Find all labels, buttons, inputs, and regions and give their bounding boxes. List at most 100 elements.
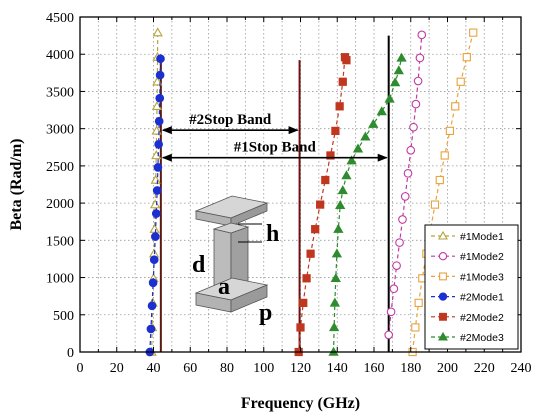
y-tick-label: 1000 — [46, 272, 74, 287]
x-tick-label: 60 — [183, 361, 197, 376]
data-point — [384, 330, 394, 340]
data-point — [299, 298, 308, 307]
data-point — [368, 118, 379, 128]
y-axis-title: Beta (Rad/m) — [8, 139, 25, 231]
data-point — [155, 70, 165, 80]
x-tick-label: 200 — [437, 361, 458, 376]
data-point — [342, 56, 351, 65]
data-point — [439, 312, 447, 321]
pillar-top-face — [212, 222, 250, 234]
series-5 — [328, 52, 407, 356]
y-tick-label: 2000 — [46, 197, 74, 212]
y-tick-label: 500 — [53, 309, 74, 324]
series-2 — [408, 28, 478, 357]
data-point — [389, 284, 399, 294]
data-point — [149, 223, 160, 233]
bottom-plate-side-face — [230, 284, 268, 313]
inset-label-h: h — [266, 221, 279, 247]
data-point — [330, 272, 341, 283]
y-tick-label: 3000 — [46, 123, 74, 138]
data-point — [456, 77, 465, 86]
stop-band-label: #1Stop Band — [234, 140, 317, 156]
data-point — [152, 27, 163, 37]
unit-cell-inset: h d a p — [192, 195, 279, 326]
data-point — [413, 76, 423, 86]
series-line — [411, 32, 474, 353]
data-point — [151, 209, 161, 218]
data-point — [396, 52, 407, 62]
data-point — [331, 248, 343, 258]
data-point — [341, 170, 352, 180]
data-point — [333, 223, 344, 233]
annotations-layer: #2Stop Band #1Stop Band — [161, 112, 388, 162]
data-point — [337, 185, 348, 195]
data-point — [338, 77, 347, 86]
data-point — [462, 53, 471, 62]
x-tick-label: 220 — [474, 361, 495, 376]
stop-band-label: #2Stop Band — [189, 112, 272, 128]
data-point — [154, 116, 164, 126]
y-tick-label: 4500 — [46, 11, 74, 26]
vertical-lines-layer — [159, 35, 390, 352]
legend-label: #2Mode1 — [460, 292, 504, 304]
data-point — [150, 199, 161, 209]
data-point — [331, 126, 340, 136]
data-point — [154, 139, 163, 149]
x-tick-label: 20 — [110, 361, 124, 376]
x-tick-label: 120 — [290, 361, 311, 376]
y-tick-label: 0 — [67, 346, 74, 361]
data-point — [445, 126, 455, 136]
data-point — [335, 200, 346, 210]
data-point — [296, 323, 305, 332]
data-point — [329, 297, 341, 307]
data-point — [400, 192, 410, 201]
series-line — [151, 32, 159, 353]
data-point — [152, 186, 162, 195]
data-point — [155, 93, 165, 103]
legend: #1Mode1 #1Mode2 #1Mode3 #2Mode1 #2Mode2 #2Mod… — [424, 224, 519, 350]
data-point — [316, 200, 325, 209]
data-point — [389, 77, 401, 87]
legend-label: #2Mode3 — [460, 332, 504, 344]
inset-label-a: a — [218, 274, 230, 300]
legend-label: #1Mode3 — [460, 271, 504, 283]
data-point — [151, 150, 162, 160]
y-tick-label: 4000 — [46, 48, 74, 63]
axes-layer: 0 20 40 60 80 100 120 140 160 180 200 220 240 0 500 100… — [8, 11, 532, 412]
data-point — [148, 278, 158, 288]
x-tick-label: 140 — [327, 361, 348, 376]
x-tick-label: 180 — [400, 361, 421, 376]
data-point — [440, 151, 449, 160]
data-point — [393, 65, 404, 75]
data-point — [415, 53, 425, 63]
x-tick-label: 160 — [364, 361, 385, 376]
data-point — [384, 93, 395, 103]
data-point — [469, 28, 478, 37]
data-point — [376, 106, 387, 116]
data-point — [386, 307, 396, 317]
data-point — [430, 200, 440, 209]
legend-label: #1Mode2 — [460, 251, 504, 263]
x-tick-label: 0 — [77, 361, 84, 376]
data-point — [438, 331, 448, 341]
data-point — [438, 252, 448, 261]
data-point — [352, 143, 364, 153]
data-point — [335, 102, 344, 111]
data-point — [438, 230, 448, 240]
data-point — [328, 322, 340, 332]
data-point — [395, 238, 404, 247]
data-point — [409, 122, 418, 132]
legend-label: #2Mode2 — [460, 312, 504, 324]
data-point — [149, 255, 159, 265]
x-tick-label: 40 — [147, 361, 161, 376]
inset-label-d: d — [192, 252, 206, 278]
data-point — [302, 274, 311, 283]
series-layer — [145, 27, 478, 357]
data-point — [438, 292, 448, 301]
data-point — [451, 102, 460, 111]
data-point — [403, 169, 413, 178]
inset-label-p: p — [259, 300, 272, 326]
data-point — [439, 272, 447, 281]
